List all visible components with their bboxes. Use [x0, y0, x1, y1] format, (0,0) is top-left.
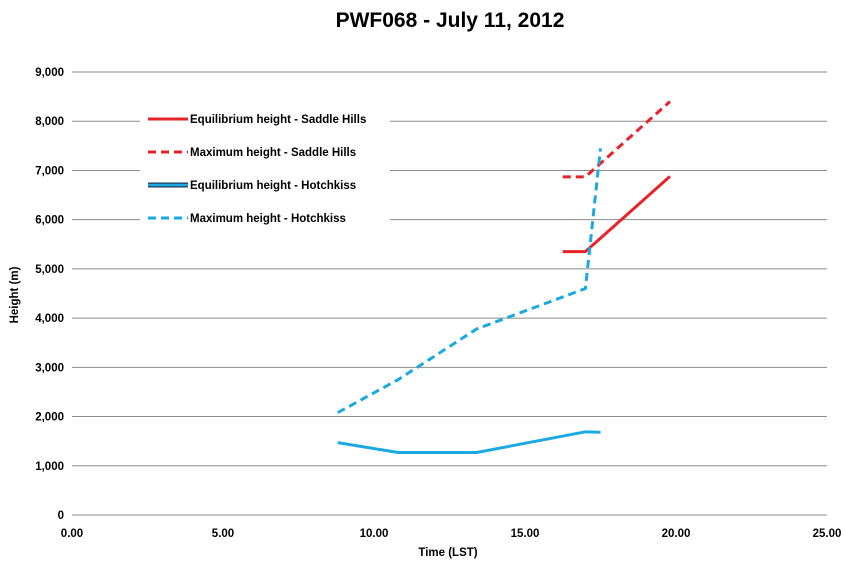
x-tick-label: 10.00: [360, 528, 389, 540]
legend-label: Maximum height - Saddle Hills: [190, 147, 356, 159]
legend-box: [140, 104, 390, 232]
y-tick-label: 5,000: [35, 264, 64, 276]
x-tick-label: 15.00: [511, 528, 540, 540]
y-tick-label: 8,000: [35, 116, 64, 128]
y-axis-label: Height (m): [9, 266, 21, 323]
legend-label: Maximum height - Hotchkiss: [190, 213, 346, 225]
x-axis-ticks: 0.00 5.00 10.00 15.00 20.00 25.00: [61, 528, 842, 540]
y-tick-label: 6,000: [35, 215, 64, 227]
x-axis-label: Time (LST): [418, 547, 477, 559]
x-tick-label: 0.00: [61, 528, 83, 540]
y-tick-label: 2,000: [35, 412, 64, 424]
series-line-3: [337, 430, 601, 454]
x-tick-label: 25.00: [813, 528, 842, 540]
y-tick-label: 7,000: [35, 165, 64, 177]
legend-label: Equilibrium height - Hotchkiss: [190, 180, 356, 192]
series-line-4: [337, 148, 602, 414]
y-tick-label: 9,000: [35, 67, 64, 79]
series-line-1: [562, 175, 671, 254]
series-lines: [337, 100, 671, 454]
legend: Equilibrium height - Saddle Hills Maximum…: [140, 104, 390, 232]
y-tick-label: 3,000: [35, 362, 64, 374]
legend-label: Equilibrium height - Saddle Hills: [190, 114, 366, 126]
y-tick-label: 0: [58, 510, 64, 522]
y-tick-label: 4,000: [35, 313, 64, 325]
x-tick-label: 20.00: [662, 528, 691, 540]
y-tick-label: 1,000: [35, 461, 64, 473]
x-tick-label: 5.00: [212, 528, 234, 540]
series-line-2: [562, 100, 671, 179]
y-axis-ticks: 0 1,000 2,000 3,000 4,000 5,000 6,000 7,000 8,00…: [35, 67, 64, 522]
chart-title: PWF068 - July 11, 2012: [336, 9, 565, 32]
